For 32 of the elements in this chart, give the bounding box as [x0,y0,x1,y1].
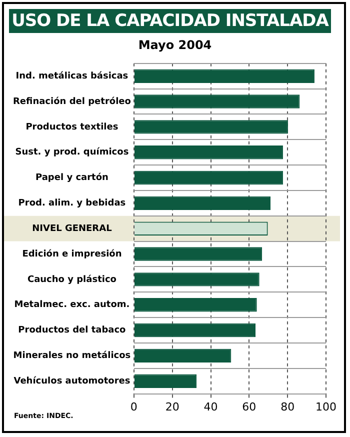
bar [134,247,262,261]
bar [134,348,232,363]
x-tick-label: 0 [130,400,138,414]
bar [134,323,256,338]
y-tick-label: Papel y cartón [36,172,108,184]
y-tick-label: Productos textiles [26,122,118,132]
bar [134,196,270,210]
y-tick-label: Sust. y prod. químicos [15,146,129,158]
bar [134,69,314,83]
y-tick-label: Metalmec. exc. autom. [14,300,130,310]
chart-subtitle: Mayo 2004 [137,38,213,52]
bar [134,374,197,388]
chart-title: USO DE LA CAPACIDAD INSTALADA [9,9,331,33]
y-tick-label: Minerales no metálicos [13,350,131,362]
bar [134,145,283,160]
y-tick-label: Caucho y plástico [27,274,116,285]
bar [134,94,300,108]
y-tick-label: Prod. alim. y bebidas [18,198,126,209]
x-tick-label: 20 [165,400,180,414]
bar [134,272,260,286]
y-tick-label: NIVEL GENERAL [32,224,112,234]
x-tick-label: 60 [242,400,256,414]
x-tick-label: 40 [204,400,218,414]
x-tick-label: 80 [280,400,295,414]
y-tick-label: Refinación del petróleo [13,96,131,107]
y-tick-label: Vehículos automotores [14,375,130,386]
bar [134,170,283,185]
y-tick-label: Ind. metálicas básicas [16,70,128,82]
bar [134,120,288,134]
y-tick-label: Edición e impresión [22,248,122,260]
x-tick-label: 100 [316,400,336,414]
y-tick-label: Productos del tabaco [18,326,126,336]
